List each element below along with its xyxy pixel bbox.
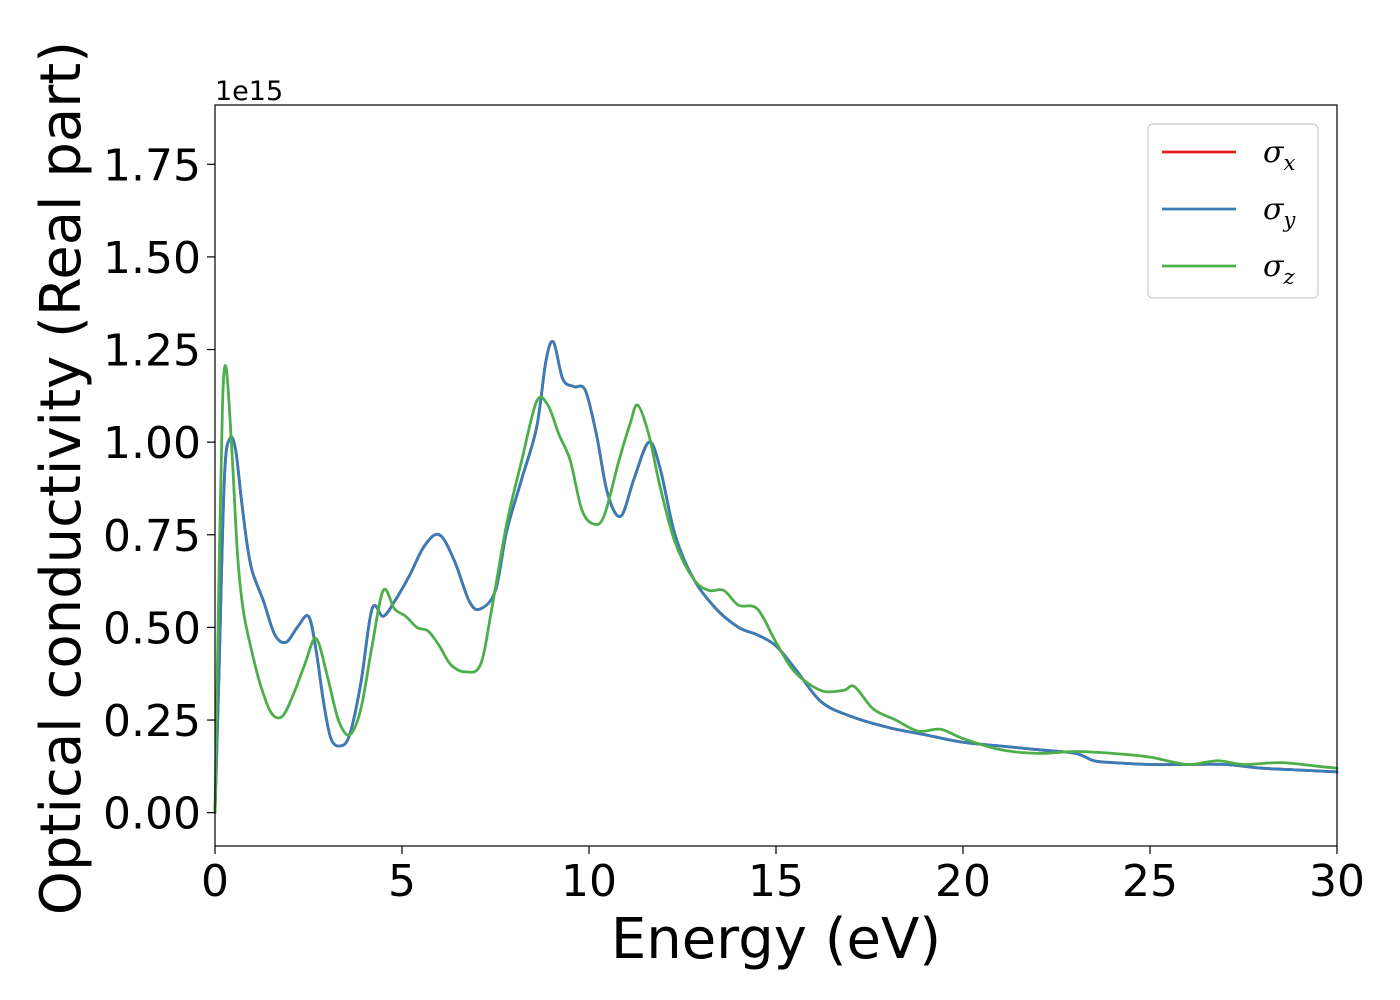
- legend-box: [1147, 123, 1319, 299]
- y-tick-label: 1.00: [103, 418, 201, 469]
- x-axis-ticks: 0 5 10 15 20 25 30: [201, 846, 1365, 907]
- y-tick-label: 0.00: [103, 789, 201, 840]
- y-tick-label: 0.25: [103, 696, 201, 747]
- x-tick-label: 20: [935, 856, 991, 907]
- y-tick-label: 1.25: [103, 326, 201, 377]
- series-line-y: [213, 340, 1339, 815]
- x-tick-label: 15: [748, 856, 804, 907]
- x-tick-label: 5: [388, 856, 416, 907]
- y-tick-label: 1.50: [103, 233, 201, 284]
- x-axis-label: Energy (eV): [611, 907, 941, 972]
- x-tick-label: 0: [201, 856, 229, 907]
- y-offset-text: 1e15: [215, 76, 283, 107]
- y-axis-label: Optical conductivity (Real part): [29, 41, 94, 915]
- x-tick-label: 30: [1309, 856, 1365, 907]
- y-tick-label: 0.75: [103, 511, 201, 562]
- y-tick-label: 0.50: [103, 603, 201, 654]
- y-tick-label: 1.75: [103, 140, 201, 191]
- legend-label-z: σz: [1263, 249, 1295, 289]
- series-line-z: [213, 364, 1339, 815]
- x-tick-label: 10: [561, 856, 617, 907]
- x-tick-label: 25: [1122, 856, 1178, 907]
- y-axis-ticks: 0.00 0.25 0.50 0.75 1.00 1.25 1.50 1.75: [103, 140, 215, 840]
- series-layer: [213, 340, 1339, 815]
